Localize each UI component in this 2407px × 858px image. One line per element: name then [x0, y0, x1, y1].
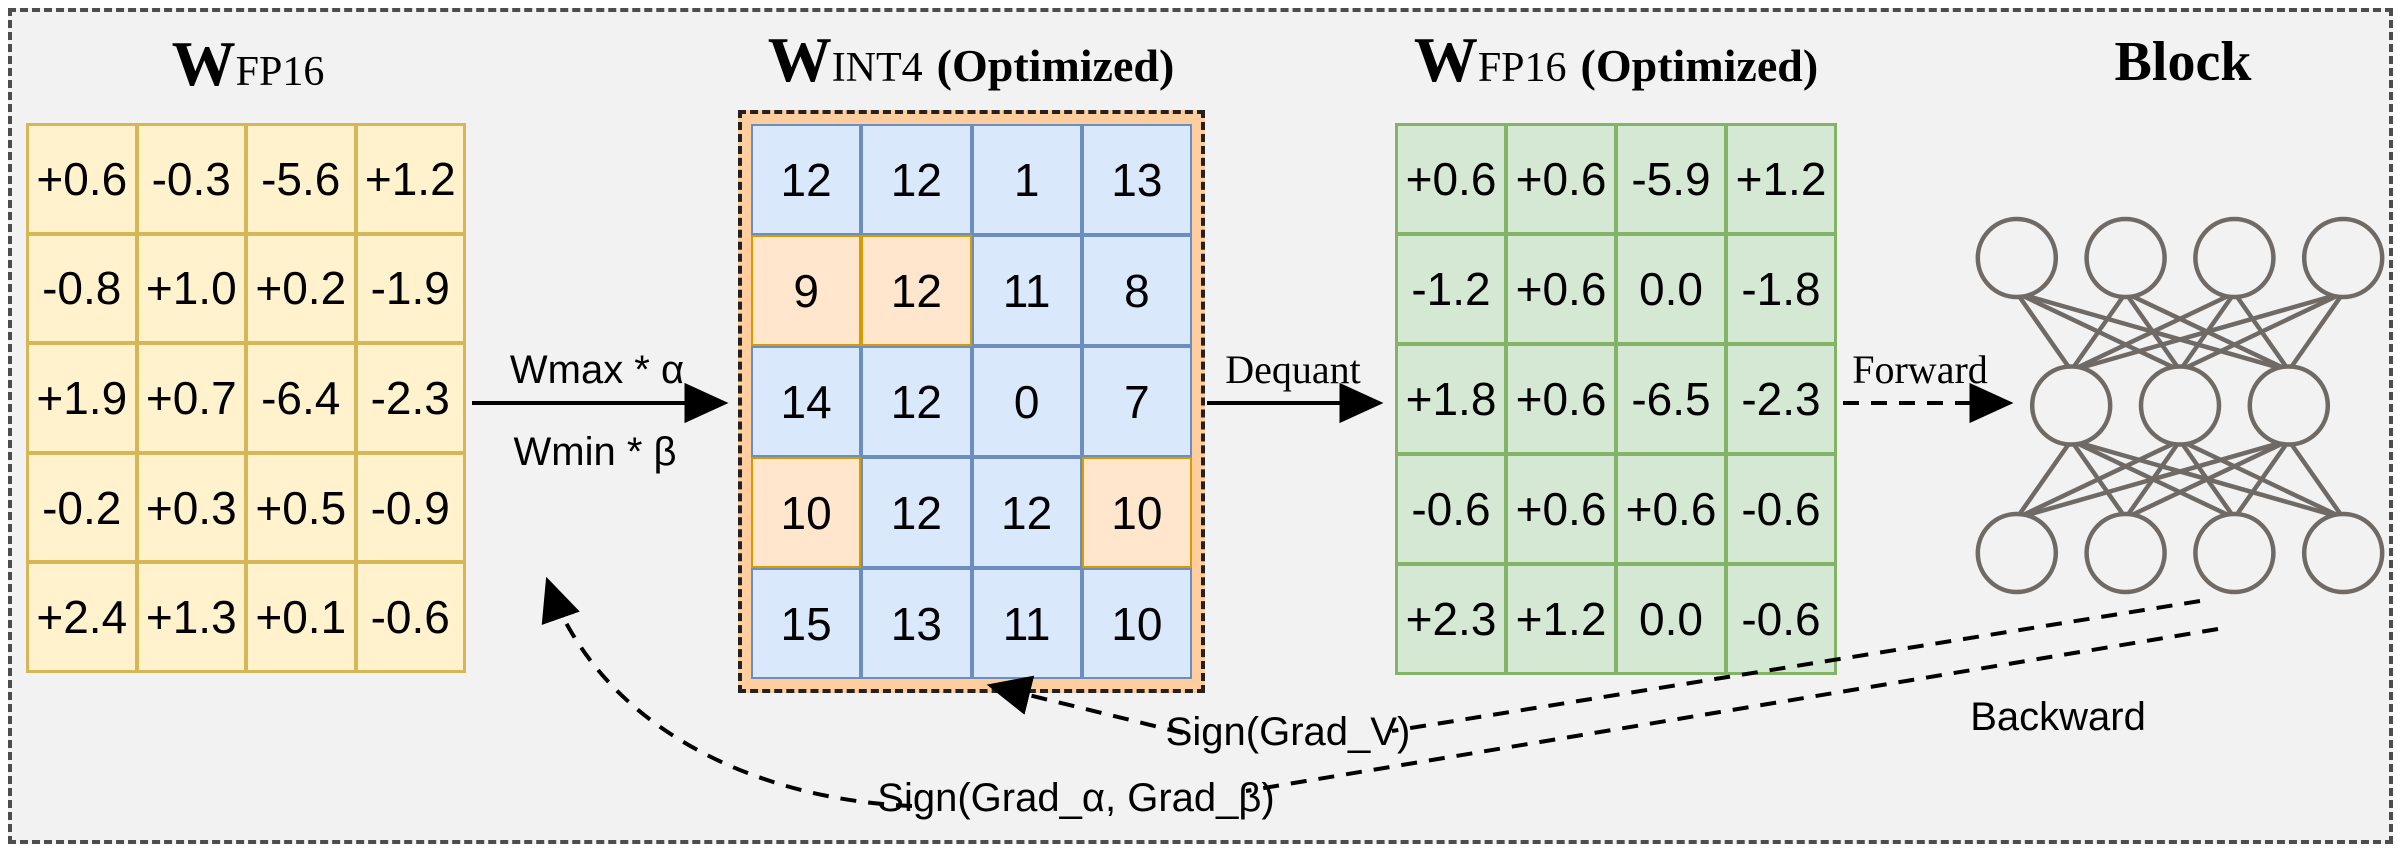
matrix-cell: 0.0	[1616, 564, 1726, 674]
grad-alpha-beta-label: Sign(Grad_α, Grad_β)	[877, 776, 1275, 820]
dequant-label: Dequant	[1225, 347, 1361, 392]
matrix-cell: 11	[971, 568, 1082, 679]
matrix-cell: 12	[861, 346, 972, 457]
matrix-cell: +0.7	[136, 343, 246, 453]
matrix-cell: 12	[861, 457, 972, 568]
fp16-optimized-weight-matrix: +0.6 +0.6 -5.9 +1.2 -1.2 +0.6 0.0 -1.8 +1.8 +0.6-…	[1395, 123, 1837, 675]
matrix-cell: +0.6	[1396, 124, 1506, 234]
matrix-cell: +1.2	[1726, 124, 1836, 234]
matrix-cell: +1.2	[1506, 564, 1616, 674]
matrix-cell: 12	[751, 124, 862, 235]
matrix-cell: -1.8	[1726, 234, 1836, 344]
grad-v-label: Sign(Grad_V)	[1165, 710, 1411, 754]
matrix-cell: +1.2	[355, 124, 465, 234]
matrix-cell: 12	[971, 457, 1082, 568]
matrix-cell: -1.2	[1396, 234, 1506, 344]
matrix-cell: 9	[751, 235, 862, 346]
quant-scale-max-label: Wmax * α	[509, 348, 685, 392]
matrix-cell: +0.6	[1506, 454, 1616, 564]
matrix-cell: +0.3	[136, 452, 246, 563]
matrix-cell: +0.6	[1506, 344, 1616, 454]
title-main: W	[171, 28, 236, 99]
matrix-cell: -5.9	[1616, 124, 1726, 234]
matrix-cell: -6.5	[1616, 344, 1726, 454]
title-subscript: FP16	[1477, 45, 1567, 91]
matrix-cell: 11	[971, 235, 1082, 346]
matrix-cell: -0.8	[27, 233, 137, 344]
matrix-cell: 10	[1081, 568, 1192, 679]
matrix-cell: -0.6	[355, 562, 465, 672]
title-suffix: (Optimized)	[936, 40, 1175, 91]
matrix-cell: +0.6	[27, 124, 137, 234]
matrix-cell: +1.9	[27, 343, 137, 453]
matrix-cell: 13	[861, 568, 972, 679]
matrix-cell: -0.6	[1726, 454, 1836, 564]
int4-weight-matrix: 12 12 1 13 9 12 11 8 14 12 0 7 10 12 12 10 15 13 11 10	[751, 124, 1192, 679]
fp16-weight-matrix: +0.6 -0.3 -5.6 +1.2 -0.8 +1.0 +0.2 -1.9 +1.9 +0.7…	[26, 123, 466, 673]
matrix-cell: +0.1	[246, 562, 356, 672]
matrix-cell: +0.6	[1506, 234, 1616, 344]
matrix-cell: 12	[861, 235, 972, 346]
forward-label: Forward	[1852, 347, 1988, 392]
title-main: W	[767, 24, 832, 95]
matrix-cell: +0.5	[246, 452, 356, 563]
matrix-cell: -2.3	[355, 343, 465, 453]
matrix-cell: +2.4	[27, 562, 137, 672]
matrix-cell: -0.6	[1396, 454, 1506, 564]
title-suffix: (Optimized)	[1580, 40, 1819, 91]
title-subscript: INT4	[831, 45, 923, 91]
matrix-cell: -6.4	[246, 343, 356, 453]
matrix-cell: -0.6	[1726, 564, 1836, 674]
matrix-cell: 7	[1081, 346, 1192, 457]
fp16-optimized-matrix-title: W FP16 (Optimized)	[1414, 28, 1818, 92]
matrix-cell: 14	[751, 346, 862, 457]
fp16-matrix-title: W FP16	[172, 32, 325, 96]
int4-matrix-title: W INT4 (Optimized)	[768, 28, 1175, 92]
matrix-cell: +1.0	[136, 233, 246, 344]
matrix-cell: +1.3	[136, 562, 246, 672]
title-main: W	[1413, 24, 1478, 95]
matrix-cell: +0.6	[1616, 454, 1726, 564]
matrix-cell: -1.9	[355, 233, 465, 344]
matrix-cell: 10	[1081, 457, 1192, 568]
matrix-cell: 12	[861, 124, 972, 235]
matrix-cell: 10	[751, 457, 862, 568]
matrix-cell: 13	[1081, 124, 1192, 235]
matrix-cell: +2.3	[1396, 564, 1506, 674]
matrix-cell: -0.3	[136, 124, 246, 234]
backward-label: Backward	[1970, 695, 2146, 739]
matrix-cell: 8	[1081, 235, 1192, 346]
matrix-cell: -5.6	[246, 124, 356, 234]
matrix-cell: 0	[971, 346, 1082, 457]
matrix-cell: 15	[751, 568, 862, 679]
matrix-cell: 1	[971, 124, 1082, 235]
matrix-cell: +0.2	[246, 233, 356, 344]
int4-matrix-container: 12 12 1 13 9 12 11 8 14 12 0 7 10 12 12 10 15 13 11 10	[738, 110, 1205, 693]
matrix-cell: 0.0	[1616, 234, 1726, 344]
block-title: Block	[2114, 31, 2252, 93]
matrix-cell: -2.3	[1726, 344, 1836, 454]
matrix-cell: -0.9	[355, 452, 465, 563]
quant-scale-min-label: Wmin * β	[513, 430, 677, 474]
matrix-cell: +1.8	[1396, 344, 1506, 454]
matrix-cell: +0.6	[1506, 124, 1616, 234]
title-subscript: FP16	[235, 49, 325, 95]
matrix-cell: -0.2	[27, 452, 137, 563]
